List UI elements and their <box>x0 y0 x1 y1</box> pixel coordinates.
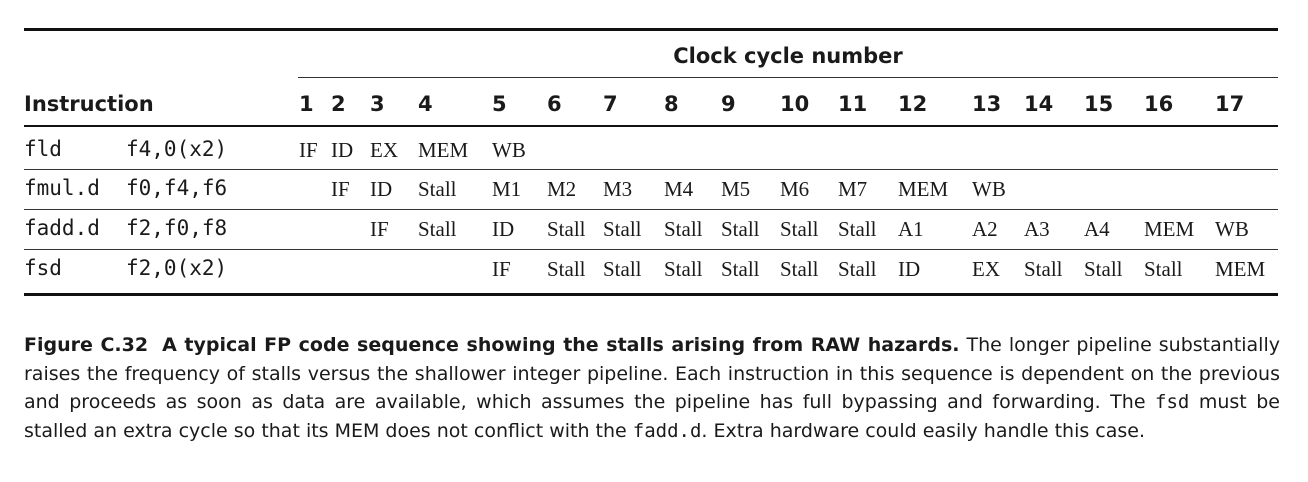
stage-cell: MEM <box>1144 217 1195 241</box>
cycle-header-3: 3 <box>370 92 385 116</box>
cycle-header-16: 16 <box>1144 92 1174 116</box>
cycle-header-5: 5 <box>492 92 507 116</box>
stage-cell: M2 <box>547 177 577 201</box>
instruction-operands: f2,0(x2) <box>126 256 228 280</box>
instruction-operands: f2,f0,f8 <box>126 216 228 240</box>
caption-code-fadd: fadd.d <box>632 419 702 442</box>
stage-cell: A4 <box>1084 217 1110 241</box>
stage-cell: Stall <box>780 257 819 281</box>
clock-cycle-group-header: Clock cycle number <box>673 44 903 68</box>
row-divider <box>24 169 1278 170</box>
figure-label: Figure C.32 <box>24 334 149 356</box>
stage-cell: M3 <box>603 177 633 201</box>
row-divider <box>24 249 1278 250</box>
stage-cell: ID <box>331 138 354 162</box>
stage-cell: IF <box>331 177 350 201</box>
instruction-opcode: fadd.d <box>24 216 100 240</box>
figure-caption: Figure C.32 A typical FP code sequence s… <box>24 331 1280 445</box>
instruction-operands: f4,0(x2) <box>126 137 228 161</box>
stage-cell: M1 <box>492 177 522 201</box>
stage-cell: IF <box>492 257 511 281</box>
stage-cell: IF <box>370 217 389 241</box>
cycle-header-14: 14 <box>1024 92 1054 116</box>
stage-cell: Stall <box>838 217 877 241</box>
stage-cell: IF <box>299 138 318 162</box>
cycle-header-8: 8 <box>664 92 679 116</box>
stage-cell: M4 <box>664 177 694 201</box>
group-header-rule <box>298 77 1278 78</box>
stage-cell: Stall <box>721 257 760 281</box>
cycle-header-7: 7 <box>603 92 618 116</box>
stage-cell: MEM <box>898 177 949 201</box>
stage-cell: ID <box>370 177 393 201</box>
stage-cell: WB <box>1215 217 1249 241</box>
cycle-header-1: 1 <box>299 92 314 116</box>
stage-cell: A3 <box>1024 217 1050 241</box>
stage-cell: Stall <box>838 257 877 281</box>
table-bottom-rule <box>24 293 1278 296</box>
table-top-rule <box>24 28 1278 31</box>
figure-title: A typical FP code sequence showing the s… <box>162 334 960 356</box>
caption-text-3: . Extra hardware could easily handle thi… <box>701 419 1146 442</box>
stage-cell: Stall <box>1024 257 1063 281</box>
row-divider <box>24 209 1278 210</box>
stage-cell: MEM <box>1215 257 1266 281</box>
stage-cell: MEM <box>418 138 469 162</box>
stage-cell: A1 <box>898 217 924 241</box>
stage-cell: Stall <box>418 177 457 201</box>
stage-cell: Stall <box>664 257 703 281</box>
instruction-opcode: fld <box>24 137 62 161</box>
stage-cell: WB <box>492 138 526 162</box>
stage-cell: M7 <box>838 177 868 201</box>
cycle-header-2: 2 <box>331 92 346 116</box>
caption-text-2: must be stalled an extra cycle so that i… <box>24 391 1280 442</box>
cycle-header-13: 13 <box>972 92 1002 116</box>
instruction-opcode: fmul.d <box>24 176 100 200</box>
cycle-header-17: 17 <box>1215 92 1245 116</box>
stage-cell: A2 <box>972 217 998 241</box>
stage-cell: ID <box>898 257 921 281</box>
stage-cell: EX <box>370 138 398 162</box>
stage-cell: WB <box>972 177 1006 201</box>
stage-cell: Stall <box>603 217 642 241</box>
stage-cell: Stall <box>603 257 642 281</box>
stage-cell: Stall <box>547 257 586 281</box>
cycle-header-10: 10 <box>780 92 810 116</box>
stage-cell: M6 <box>780 177 810 201</box>
stage-cell: EX <box>972 257 1000 281</box>
stage-cell: Stall <box>664 217 703 241</box>
cycle-header-15: 15 <box>1084 92 1114 116</box>
stage-cell: Stall <box>418 217 457 241</box>
stage-cell: M5 <box>721 177 751 201</box>
cycle-header-4: 4 <box>418 92 433 116</box>
stage-cell: Stall <box>721 217 760 241</box>
instruction-column-header: Instruction <box>24 92 154 116</box>
cycle-header-11: 11 <box>838 92 868 116</box>
cycle-header-12: 12 <box>898 92 928 116</box>
caption-code-fsd: fsd <box>1155 391 1190 413</box>
header-rule <box>24 125 1278 127</box>
cycle-header-9: 9 <box>721 92 736 116</box>
instruction-opcode: fsd <box>24 256 62 280</box>
instruction-operands: f0,f4,f6 <box>126 176 228 200</box>
stage-cell: Stall <box>1144 257 1183 281</box>
stage-cell: Stall <box>780 217 819 241</box>
stage-cell: Stall <box>1084 257 1123 281</box>
stage-cell: Stall <box>547 217 586 241</box>
cycle-header-6: 6 <box>547 92 562 116</box>
stage-cell: ID <box>492 217 515 241</box>
caption-text-1: The longer pipeline substantially raises… <box>24 334 1280 413</box>
